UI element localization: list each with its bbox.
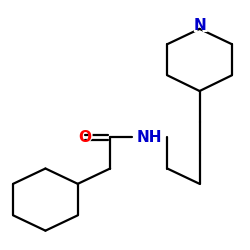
Text: NH: NH — [137, 130, 162, 145]
Text: N: N — [193, 18, 206, 33]
Text: O: O — [76, 128, 94, 148]
Text: NH: NH — [132, 128, 167, 148]
Text: O: O — [79, 130, 92, 145]
Text: N: N — [191, 16, 208, 36]
